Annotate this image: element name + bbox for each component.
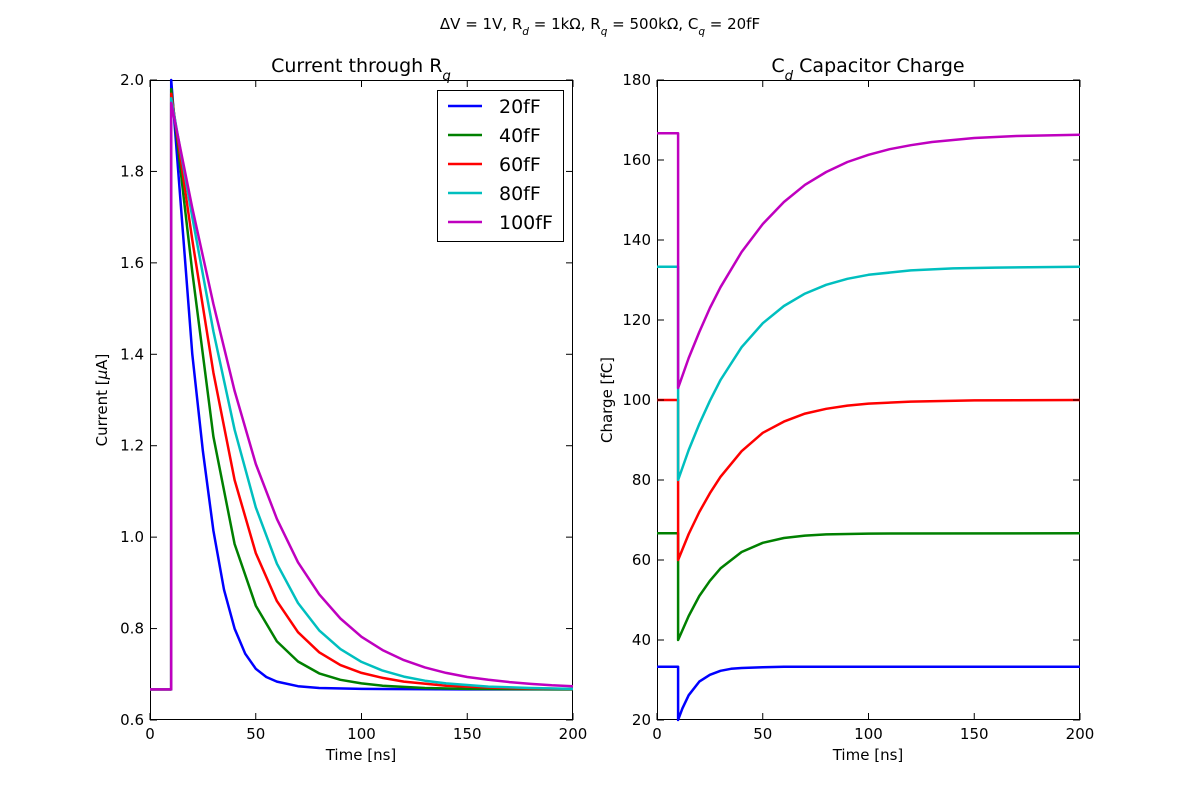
figure-suptitle-part: = 20fF [705,15,760,33]
current-plot-ylabel-part: A] [93,354,111,370]
current-plot-xlabel: Time [ns] [325,746,397,764]
charge-plot-title-part: d [785,69,794,84]
legend-label-40fF: 40fF [499,125,541,147]
current-plot-ytick-label: 1.4 [120,345,144,363]
charge-plot-xtick-label: 150 [960,725,989,743]
charge-plot-series-100fF [657,131,1081,390]
current-plot-ytick-label: 2.0 [120,71,144,89]
charge-plot-title-part: C [771,55,784,77]
current-plot-ylabel-part: μ [93,370,111,381]
figure-suptitle: ΔV = 1V, Rd = 1kΩ, Rq = 500kΩ, Cq = 20fF [440,15,760,38]
charge-plot-ytick-label: 60 [632,551,651,569]
charge-plot-series-60fF [657,398,1081,562]
charge-plot-ytick-label: 180 [622,71,651,89]
current-plot-series-20fF [150,78,573,691]
charge-plot-ylabel-part: Charge [fC] [598,357,616,443]
legend-label-80fF: 80fF [499,183,541,205]
charge-plot-ytick-label: 160 [622,151,651,169]
legend-label-20fF: 20fF [499,96,541,118]
charge-plot-series-20fF [657,665,1080,722]
current-plot-title: Current through Rq [271,55,451,84]
charge-plot-ytick-label: 40 [632,631,651,649]
current-plot-xtick-label: 150 [453,725,482,743]
legend-frame [437,90,564,242]
current-plot-series-100fF [150,101,574,691]
charge-plot-series [657,131,1081,722]
current-plot-ytick-label: 1.2 [120,437,144,455]
figure-suptitle-part: = 500kΩ, C [607,15,698,33]
current-plot-series [150,78,574,691]
current-plot-ylabel-part: Current [ [93,379,111,446]
charge-plot-series-40fF [657,531,1081,642]
charge-plot-ytick-label: 20 [632,711,651,729]
current-plot-title-part: Current through R [271,55,442,77]
current-plot-ytick-label: 1.0 [120,528,144,546]
current-plot-ticks: 0 50 100 150 200 0.6 0.8 1.0 1.2 1.4 1.6 1.8 2.0 [120,71,587,743]
legend-label-100fF: 100fF [499,212,553,234]
legend-label-60fF: 60fF [499,154,541,176]
current-plot: Current through Rq 0 50 100 150 200 0.6 0.8 1.0… [93,55,587,764]
charge-plot-xtick-label: 50 [753,725,772,743]
current-plot-ytick-label: 1.8 [120,162,144,180]
charge-plot-title: Cd Capacitor Charge [771,55,964,84]
current-plot-xtick-label: 100 [347,725,376,743]
legend-items: 20fF 40fF 60fF 80fF 100fF [448,96,553,234]
current-plot-ytick-label: 0.8 [120,620,144,638]
current-plot-series-80fF [150,97,574,691]
charge-plot-xtick-label: 200 [1066,725,1095,743]
charge-plot-ytick-label: 100 [622,391,651,409]
current-plot-ytick-label: 0.6 [120,711,144,729]
figure-suptitle-part: q [601,26,608,38]
charge-plot-series-80fF [657,265,1081,482]
current-plot-xtick-label: 200 [559,725,588,743]
charge-plot-title-part: Capacitor Charge [793,55,964,77]
charge-plot-ytick-label: 80 [632,471,651,489]
charge-plot-ytick-label: 120 [622,311,651,329]
charge-plot-xtick-label: 100 [854,725,883,743]
current-plot-series-60fF [150,92,574,691]
figure-suptitle-part: d [522,26,529,38]
current-plot-xtick-label: 0 [145,725,155,743]
figure-suptitle-part: q [698,26,705,38]
charge-plot: Cd Capacitor Charge 0 50 100 150 200 20 40 60 80… [598,55,1094,764]
current-plot-xtick-label: 50 [246,725,265,743]
figure-suptitle-part: = 1kΩ, R [529,15,601,33]
charge-plot-ylabel: Charge [fC] [598,357,616,443]
figure-suptitle-part: ΔV = 1V, R [440,15,522,33]
charge-plot-ticks: 0 50 100 150 200 20 40 60 80 100 120 140 160 180 [622,71,1094,743]
charge-plot-xlabel: Time [ns] [832,746,904,764]
charge-plot-xtick-label: 0 [652,725,662,743]
current-plot-title-part: q [442,69,450,84]
current-plot-ylabel: Current [μA] [93,354,111,447]
current-plot-ytick-label: 1.6 [120,254,144,272]
current-plot-series-40fF [150,87,574,691]
charge-plot-ytick-label: 140 [622,231,651,249]
legend: 20fF 40fF 60fF 80fF 100fF [437,90,564,242]
